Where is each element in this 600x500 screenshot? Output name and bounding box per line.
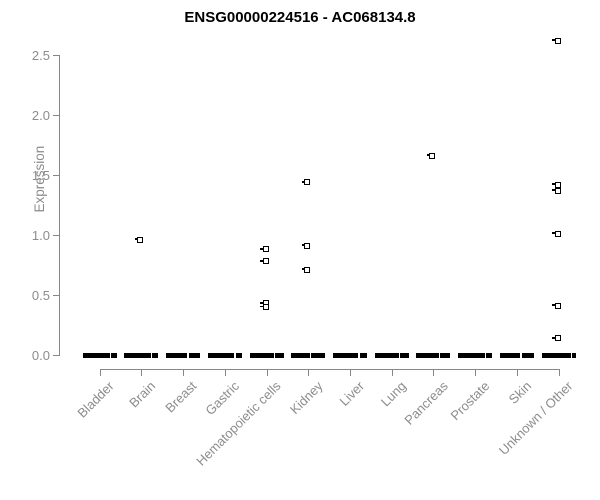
data-point	[552, 187, 561, 194]
data-point	[552, 335, 561, 342]
cluster-gap	[234, 352, 236, 358]
y-tick-label: 1.0	[31, 228, 50, 243]
x-tick-label: Breast	[162, 378, 200, 416]
cluster-gap	[150, 352, 153, 358]
x-tick-label: Pancreas	[400, 378, 451, 428]
zero-expression-cluster	[166, 352, 201, 358]
x-axis-tick	[433, 370, 435, 376]
cluster-gap	[187, 352, 189, 358]
x-tick-label: Gastric	[201, 378, 242, 419]
cluster-gap	[109, 352, 112, 358]
data-point	[427, 152, 436, 159]
y-axis-tick	[53, 115, 59, 116]
y-tick-label: 1.5	[31, 168, 50, 183]
x-tick-label: Brain	[126, 378, 159, 411]
y-tick-label: 0.0	[31, 348, 50, 363]
cluster-gap	[438, 352, 441, 358]
zero-expression-cluster	[291, 352, 326, 358]
cluster-gap	[520, 352, 522, 358]
x-axis-tick	[475, 370, 477, 376]
x-axis-tick	[349, 370, 351, 376]
zero-expression-cluster	[416, 352, 451, 358]
y-axis-tick	[53, 175, 59, 176]
y-axis-tick	[53, 235, 59, 236]
cluster-gap	[273, 352, 276, 358]
x-axis-tick	[391, 370, 393, 376]
data-point	[552, 37, 561, 44]
x-tick-label: Unknown / Other	[495, 378, 576, 458]
x-tick-label: Liver	[336, 378, 367, 409]
y-axis-tick	[53, 55, 59, 56]
data-point	[552, 230, 561, 237]
x-axis-tick	[516, 370, 518, 376]
x-axis-tick	[99, 370, 101, 376]
x-axis-tick	[558, 370, 560, 376]
y-axis-line	[59, 55, 60, 356]
x-axis-tick	[141, 370, 143, 376]
cluster-gap	[484, 352, 487, 358]
x-tick-label: Kidney	[286, 378, 326, 418]
cluster-gap	[309, 352, 312, 358]
x-axis-tick	[308, 370, 310, 376]
y-axis-tick	[53, 355, 59, 356]
cluster-gap	[358, 352, 360, 358]
y-axis-tick	[53, 295, 59, 296]
zero-expression-cluster	[249, 352, 284, 358]
data-point	[260, 304, 269, 310]
x-axis-tick	[183, 370, 185, 376]
x-axis-tick	[224, 370, 226, 376]
cluster-gap	[570, 352, 573, 358]
x-tick-label: Prostate	[447, 378, 493, 424]
zero-expression-cluster	[124, 352, 159, 358]
zero-expression-cluster	[458, 352, 493, 358]
zero-expression-cluster	[207, 352, 242, 358]
data-point	[301, 179, 311, 186]
zero-expression-cluster	[82, 352, 117, 358]
x-tick-label: Lung	[377, 378, 409, 410]
cluster-gap	[398, 352, 400, 358]
data-point	[260, 258, 269, 265]
x-axis-tick	[266, 370, 268, 376]
data-point	[301, 266, 311, 273]
zero-expression-cluster	[374, 352, 409, 358]
data-point	[260, 246, 269, 253]
zero-expression-cluster	[541, 352, 576, 358]
data-point	[134, 236, 144, 243]
data-point	[552, 302, 561, 309]
x-tick-label: Skin	[505, 378, 534, 407]
y-tick-label: 2.5	[31, 48, 50, 63]
x-axis-line	[99, 369, 560, 370]
y-tick-label: 2.0	[31, 108, 50, 123]
zero-expression-cluster	[332, 352, 367, 358]
chart-title: ENSG00000224516 - AC068134.8	[184, 9, 416, 26]
data-point	[301, 242, 311, 249]
zero-expression-cluster	[499, 352, 534, 358]
y-tick-label: 0.5	[31, 288, 50, 303]
data-point	[552, 181, 561, 188]
x-tick-label: Bladder	[74, 378, 117, 421]
